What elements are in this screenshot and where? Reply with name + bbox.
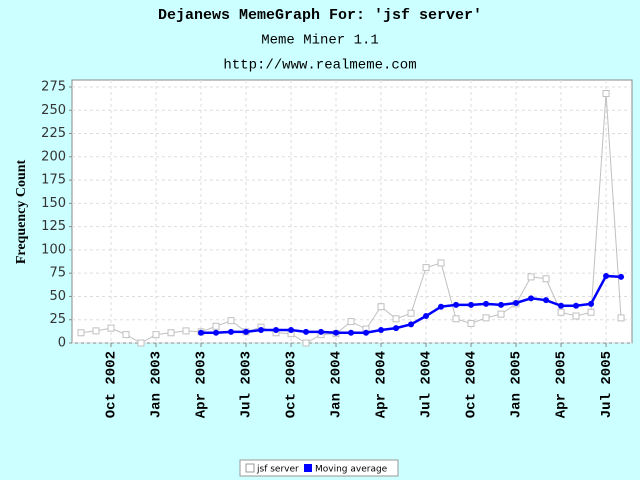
legend-marker: [245, 463, 255, 473]
y-tick-label: 25: [49, 312, 66, 327]
point: [527, 273, 535, 281]
point: [572, 312, 580, 320]
point: [497, 310, 505, 318]
point: [182, 327, 190, 335]
point: [302, 339, 310, 347]
y-tick-label: 75: [49, 266, 66, 281]
point: [228, 328, 235, 335]
point: [408, 321, 415, 328]
y-tick-label: 0: [58, 336, 66, 351]
point: [137, 339, 145, 347]
point: [587, 308, 595, 316]
point: [558, 302, 565, 309]
point: [618, 273, 625, 280]
point: [513, 299, 520, 306]
x-tick-label: Jul 2005: [599, 351, 615, 418]
point: [347, 318, 355, 326]
point: [152, 331, 160, 339]
y-tick-label: 125: [41, 219, 66, 234]
y-tick-label: 275: [41, 79, 66, 94]
point: [437, 259, 445, 267]
point: [482, 314, 490, 322]
point: [213, 329, 220, 336]
point: [243, 328, 250, 335]
point: [348, 329, 355, 336]
point: [468, 301, 475, 308]
x-tick-label: Jan 2003: [149, 351, 165, 418]
point: [573, 302, 580, 309]
point: [528, 295, 535, 302]
x-tick-label: Oct 2002: [104, 351, 120, 418]
point: [588, 300, 595, 307]
point: [377, 303, 385, 311]
point: [483, 300, 490, 307]
point: [542, 275, 550, 283]
point: [227, 317, 235, 325]
y-axis-label: Frequency Count: [14, 159, 29, 264]
y-tick-label: 200: [41, 149, 66, 164]
point: [602, 89, 610, 97]
chart-subtitle: Meme Miner 1.1: [261, 33, 379, 49]
x-tick-label: Apr 2004: [374, 351, 390, 418]
point: [438, 303, 445, 310]
point: [92, 327, 100, 335]
point: [557, 308, 565, 316]
point: [422, 264, 430, 272]
point: [407, 309, 415, 317]
point: [122, 331, 130, 339]
legend: [239, 459, 399, 477]
x-tick-label: Oct 2004: [464, 351, 480, 418]
point: [363, 329, 370, 336]
point: [423, 313, 430, 320]
legend-label: jsf server: [256, 465, 299, 475]
point: [453, 301, 460, 308]
point: [258, 326, 265, 333]
legend-marker: [304, 464, 312, 472]
legend-label: Moving average: [315, 465, 388, 475]
point: [167, 329, 175, 337]
point: [452, 315, 460, 323]
point: [212, 322, 220, 330]
y-tick-label: 100: [41, 242, 66, 257]
chart-url: http://www.realmeme.com: [223, 58, 416, 74]
point: [77, 329, 85, 337]
point: [198, 329, 205, 336]
x-tick-label: Jan 2004: [329, 351, 345, 418]
point: [498, 301, 505, 308]
point: [333, 329, 340, 336]
y-tick-label: 225: [41, 126, 66, 141]
point: [378, 326, 385, 333]
point: [543, 297, 550, 304]
y-tick-label: 50: [49, 289, 66, 304]
chart-title: Dejanews MemeGraph For: 'jsf server': [158, 7, 482, 24]
x-tick-label: Apr 2005: [554, 351, 570, 418]
x-tick-label: Jan 2005: [509, 351, 525, 418]
point: [288, 326, 295, 333]
y-tick-label: 250: [41, 103, 66, 118]
point: [617, 314, 625, 322]
y-tick-label: 150: [41, 196, 66, 211]
y-tick-label: 175: [41, 173, 66, 188]
point: [318, 328, 325, 335]
point: [467, 319, 475, 327]
point: [603, 272, 610, 279]
point: [393, 325, 400, 332]
point: [273, 326, 280, 333]
x-tick-label: Oct 2003: [284, 351, 300, 418]
point: [303, 328, 310, 335]
x-tick-label: Apr 2003: [194, 351, 210, 418]
point: [107, 324, 115, 332]
x-tick-label: Jul 2003: [239, 351, 255, 418]
point: [392, 315, 400, 323]
x-tick-label: Jul 2004: [419, 351, 435, 418]
